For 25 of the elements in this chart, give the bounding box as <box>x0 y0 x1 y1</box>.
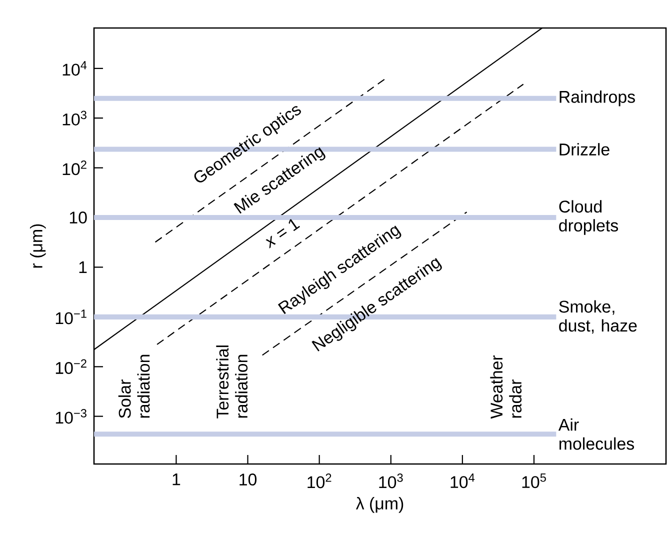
ref-line-label: Drizzle <box>560 143 610 156</box>
ref-line-label: Raindrops <box>560 90 635 106</box>
x-tick-label: 10$^{4}$ <box>450 474 475 488</box>
y-tick-label: 1 <box>79 261 87 274</box>
x-tick-label: 10 <box>240 474 257 486</box>
x-tick-label: 10$^{3}$ <box>379 474 403 488</box>
y-tick-label: 10$^{−3}$ <box>56 409 86 424</box>
y-tick-label: 10$^{−1}$ <box>56 310 86 324</box>
ref-line-label: Air molecules <box>558 418 634 450</box>
annotation: Terrestrial radiation <box>216 346 248 418</box>
x-axis-title: λ (μm) <box>356 497 404 513</box>
x-tick-label: 10$^{2}$ <box>308 474 332 488</box>
x-tick-label: 1 <box>172 474 180 486</box>
y-tick-label: 10$^{4}$ <box>62 61 87 76</box>
ref-line-label: Cloud droplets <box>559 200 618 235</box>
y-tick-label: 10$^{3}$ <box>62 110 86 126</box>
y-axis-title: r (μm) <box>30 224 46 268</box>
annotation: Solar radiation <box>118 354 150 418</box>
y-tick-label: 10$^{−2}$ <box>56 359 86 374</box>
annotation: x = 1 <box>266 219 300 248</box>
y-tick-label: 10$^{2}$ <box>62 160 86 176</box>
y-tick-label: 10 <box>70 212 87 224</box>
ref-line-label: Smoke, dust, haze <box>559 300 637 334</box>
x-tick-label: 10$^{5}$ <box>522 474 546 488</box>
annotation: Weather radar <box>490 355 522 419</box>
